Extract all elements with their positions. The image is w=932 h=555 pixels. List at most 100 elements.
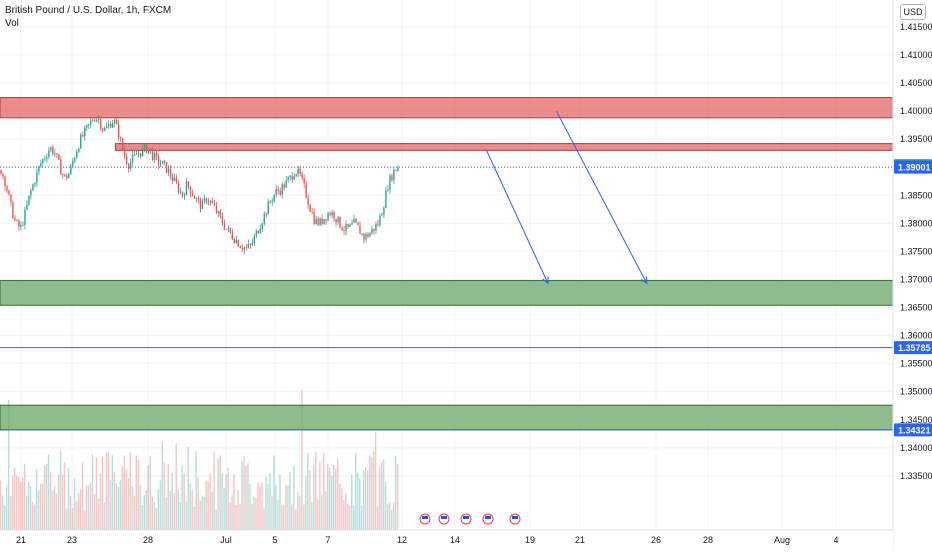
volume-bar bbox=[107, 451, 110, 530]
volume-bar bbox=[213, 452, 215, 530]
candle-body bbox=[283, 184, 285, 188]
candle-body bbox=[175, 177, 178, 183]
candle-body bbox=[251, 242, 253, 245]
candle-body bbox=[245, 247, 248, 249]
candle-body bbox=[74, 157, 76, 162]
candle-body bbox=[353, 218, 355, 223]
volume-bar bbox=[215, 509, 217, 530]
candle-body bbox=[68, 173, 70, 179]
projection-arrow bbox=[555, 110, 648, 284]
volume-bar bbox=[55, 493, 58, 530]
volume-bar bbox=[349, 505, 351, 530]
volume-bar bbox=[113, 471, 116, 530]
volume-bar bbox=[291, 504, 293, 530]
volume-bar bbox=[353, 505, 355, 530]
candle-body bbox=[102, 128, 104, 131]
currency-badge[interactable]: USD bbox=[900, 4, 926, 20]
volume-bar bbox=[115, 483, 118, 530]
candle-body bbox=[131, 155, 134, 163]
candle-body bbox=[14, 218, 16, 220]
candle-body bbox=[329, 213, 331, 216]
candle-body bbox=[28, 195, 30, 205]
volume-bar bbox=[49, 471, 52, 530]
volume-bar bbox=[11, 476, 14, 530]
candle-body bbox=[387, 189, 389, 191]
candle-body bbox=[10, 194, 12, 203]
candle-body bbox=[241, 248, 244, 250]
candle-body bbox=[265, 213, 267, 215]
volume-bar bbox=[31, 501, 34, 530]
volume-bar bbox=[355, 452, 357, 530]
volume-bar bbox=[231, 494, 233, 530]
candle-body bbox=[297, 168, 299, 175]
volume-bar bbox=[197, 477, 199, 530]
volume-bar bbox=[392, 502, 395, 530]
price-badge-label: 1.34321 bbox=[898, 425, 931, 435]
volume-bar bbox=[151, 496, 153, 530]
price-tick-label: 1.41500 bbox=[900, 22, 932, 32]
candle-body bbox=[197, 198, 200, 200]
volume-bar bbox=[255, 497, 257, 530]
candle-body bbox=[38, 166, 40, 172]
grid bbox=[0, 0, 893, 530]
candle-body bbox=[203, 198, 206, 201]
volume-bar bbox=[123, 455, 126, 530]
price-tick-label: 1.38500 bbox=[900, 190, 932, 200]
candle-body bbox=[177, 182, 180, 193]
candle-body bbox=[171, 176, 174, 181]
candle-body bbox=[129, 162, 132, 169]
candle-body bbox=[359, 225, 361, 234]
candle-body bbox=[377, 224, 379, 226]
candle-body bbox=[50, 147, 52, 151]
resistance-zone bbox=[115, 143, 894, 151]
volume-bar bbox=[388, 501, 391, 530]
candle-body bbox=[179, 191, 182, 193]
volume-bar bbox=[147, 465, 149, 530]
candle-body bbox=[181, 191, 184, 197]
candle-body bbox=[391, 175, 393, 181]
volume-bar bbox=[177, 489, 179, 530]
volume-bar bbox=[249, 484, 251, 530]
volume-bar bbox=[261, 482, 263, 530]
candle-body bbox=[249, 243, 252, 245]
candle-body bbox=[22, 224, 24, 226]
arrow-head bbox=[542, 276, 549, 285]
volume-bar bbox=[193, 506, 195, 530]
candle-body bbox=[169, 168, 172, 177]
volume-bar bbox=[281, 504, 283, 530]
volume-bar bbox=[45, 464, 48, 530]
candle-body bbox=[187, 181, 190, 187]
volume-bar bbox=[163, 461, 165, 530]
candle-body bbox=[137, 153, 140, 155]
volume-bar bbox=[71, 507, 74, 530]
candle-body bbox=[113, 119, 116, 124]
volume-bar bbox=[313, 464, 315, 530]
volume-bar bbox=[135, 455, 138, 530]
candle-body bbox=[247, 243, 250, 248]
candle-body bbox=[323, 219, 325, 224]
volume-bar bbox=[251, 503, 253, 530]
candle-body bbox=[145, 144, 148, 153]
volume-bar bbox=[269, 473, 271, 530]
volume-bar bbox=[179, 502, 181, 530]
time-tick-label: 26 bbox=[651, 535, 661, 545]
candle-body bbox=[335, 218, 337, 223]
candle-body bbox=[86, 125, 88, 128]
candle-body bbox=[94, 120, 96, 122]
volume-bar bbox=[43, 465, 46, 530]
volume-bar bbox=[137, 460, 140, 530]
horizontal-lines bbox=[0, 166, 893, 431]
candle-body bbox=[111, 123, 114, 128]
volume-bar bbox=[207, 480, 209, 530]
candle-body bbox=[98, 119, 100, 120]
candle-body bbox=[339, 216, 341, 228]
volume-bar bbox=[33, 504, 36, 530]
volume-bar bbox=[175, 443, 177, 530]
candle-body bbox=[108, 123, 110, 127]
price-tick-label: 1.37000 bbox=[900, 274, 932, 284]
volume-bar bbox=[378, 466, 381, 530]
candle-body bbox=[76, 151, 78, 158]
candle-body bbox=[301, 173, 303, 178]
